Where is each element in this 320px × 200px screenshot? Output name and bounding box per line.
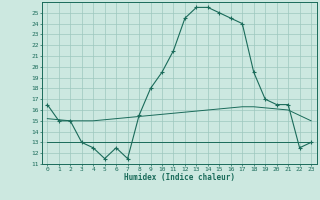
X-axis label: Humidex (Indice chaleur): Humidex (Indice chaleur) xyxy=(124,173,235,182)
